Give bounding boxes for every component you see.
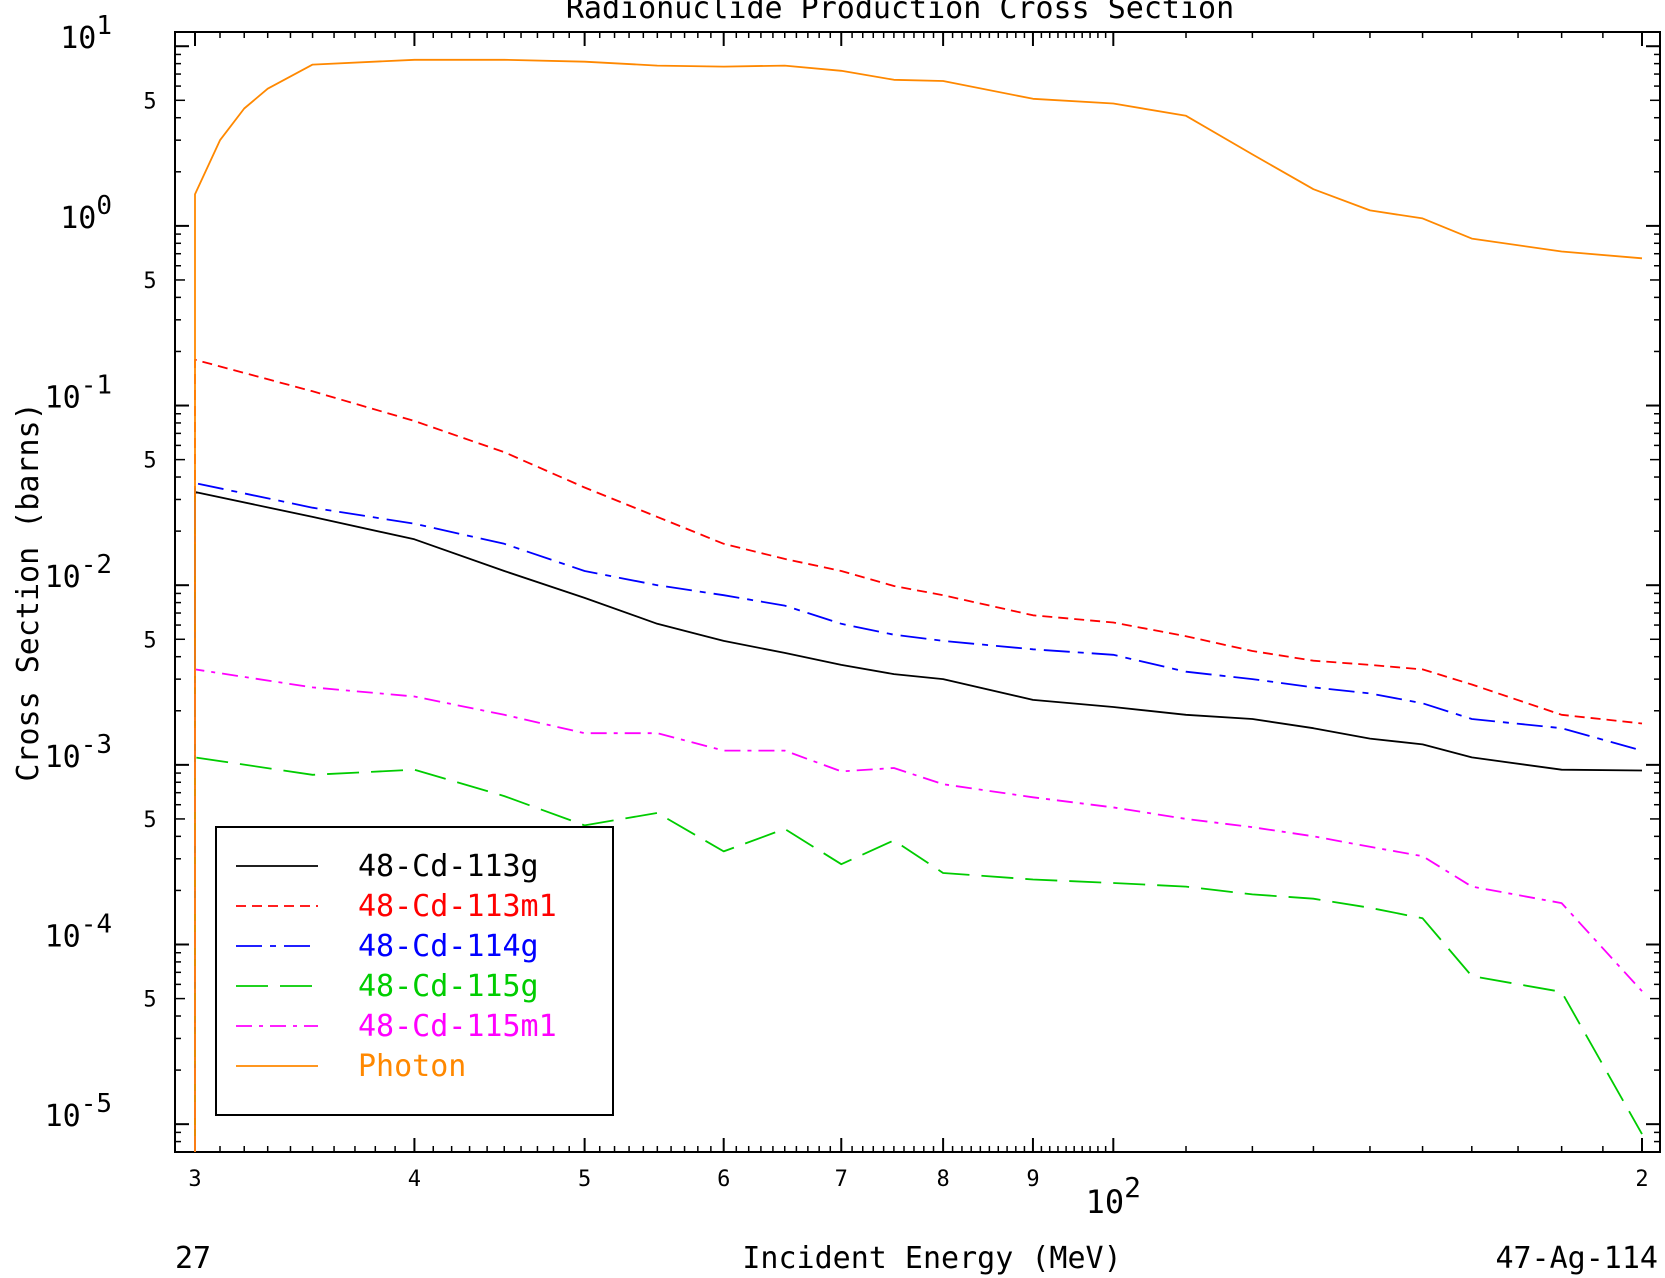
y-minor-label: 5: [143, 269, 156, 294]
series-line-48-cd-113m1: [194, 358, 1643, 1152]
series-line-48-cd-114g: [194, 482, 1643, 1152]
legend-box: [215, 826, 614, 1116]
x-tick-label: 8: [936, 1167, 949, 1192]
x-tick-label: 4: [408, 1167, 421, 1192]
y-minor-label: 5: [143, 449, 156, 474]
x-tick-label: 3: [188, 1167, 201, 1192]
x-tick-label: 6: [717, 1167, 730, 1192]
legend: 48-Cd-113g 48-Cd-113m1 48-Cd-114g 48-Cd-115…: [215, 826, 614, 1116]
y-minor-label: 5: [143, 988, 156, 1013]
footer-right-label: 47-Ag-114: [1495, 1241, 1658, 1276]
plot-frame: [174, 31, 1661, 1153]
series-line-48-cd-115g: [194, 756, 1643, 1152]
x-decade-label: 102: [1086, 1171, 1141, 1221]
y-axis-label: Cross Section (barns): [11, 402, 46, 781]
x-tick-label: 2: [1635, 1167, 1648, 1192]
y-minor-label: 5: [143, 89, 156, 114]
legend-label: 48-Cd-113g: [358, 849, 539, 884]
y-tick-label: 101: [60, 11, 112, 56]
y-tick-label: 100: [60, 191, 112, 236]
y-tick-label: 10-2: [45, 550, 112, 595]
y-tick-label: 10-4: [45, 910, 112, 955]
x-tick-label: 5: [578, 1167, 591, 1192]
series-line-48-cd-115m1: [194, 668, 1643, 1152]
x-axis-label: Incident Energy (MeV): [742, 1241, 1121, 1276]
legend-label: 48-Cd-113m1: [358, 889, 557, 924]
legend-label: 48-Cd-114g: [358, 929, 539, 964]
y-tick-label: 10-3: [45, 730, 112, 775]
x-tick-label: 9: [1026, 1167, 1039, 1192]
y-tick-label: 10-1: [45, 371, 112, 416]
y-tick-label: 10-5: [45, 1089, 112, 1134]
series-line-photon: [194, 58, 1643, 1152]
legend-label: 48-Cd-115g: [358, 969, 539, 1004]
legend-label: 48-Cd-115m1: [358, 1009, 557, 1044]
legend-label: Photon: [358, 1049, 466, 1084]
footer-left-label: 27: [175, 1241, 211, 1276]
chart-title: Radionuclide Production Cross Section: [566, 0, 1234, 26]
y-minor-label: 5: [143, 628, 156, 653]
series-line-48-cd-113g: [194, 491, 1643, 1152]
x-tick-label: 7: [835, 1167, 848, 1192]
y-minor-label: 5: [143, 808, 156, 833]
